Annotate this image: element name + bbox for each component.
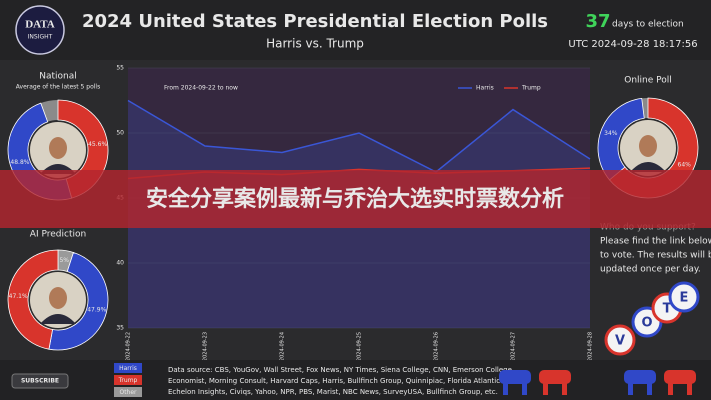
vote-letter: E xyxy=(680,291,689,306)
legend-box xyxy=(114,375,142,385)
legend-label: Other xyxy=(119,389,137,396)
x-tick-label: 2024-09-22 xyxy=(126,332,132,361)
portrait-body xyxy=(630,162,666,172)
x-tick-label: 2024-09-23 xyxy=(203,332,209,361)
mascot-icon xyxy=(539,370,571,384)
pie-label: 64% xyxy=(678,162,692,169)
x-tick-label: 2024-09-26 xyxy=(434,332,440,361)
legend-box xyxy=(114,387,142,397)
title: 2024 United States Presidential Election… xyxy=(82,11,548,32)
side-text: updated once per day. xyxy=(600,265,701,275)
banner xyxy=(0,170,711,228)
mascot-icon xyxy=(499,370,531,384)
portrait-face xyxy=(49,137,67,159)
logo xyxy=(15,5,65,55)
pie-title: National xyxy=(39,72,77,82)
pie-label: 45.6% xyxy=(88,141,107,148)
subscribe-button[interactable] xyxy=(11,373,69,389)
footer: Harris Trump Other Data source: CBS, YouGov… xyxy=(114,363,696,397)
mascot-leg xyxy=(687,383,692,395)
x-tick-label: 2024-09-27 xyxy=(511,332,517,361)
chart-note: From 2024-09-22 to now xyxy=(164,85,238,92)
mascot-icon xyxy=(664,370,696,384)
mascot-leg xyxy=(562,383,567,395)
days-label: days to election xyxy=(612,20,684,30)
legend-label: Trump xyxy=(118,377,138,384)
pie-title: Online Poll xyxy=(624,76,672,86)
legend-label: Trump xyxy=(521,85,541,92)
logo-text: DATA xyxy=(25,19,55,31)
vote-letter: V xyxy=(615,334,625,349)
legend-label: Harris xyxy=(119,365,137,372)
mascot-leg xyxy=(503,383,508,395)
header-bg xyxy=(0,0,711,60)
source-text: Echelon Insights, Civiqs, Yahoo, NPR, PB… xyxy=(168,388,498,396)
mascot-leg xyxy=(647,383,652,395)
pie-label: 47.1% xyxy=(9,293,28,300)
mascot-leg xyxy=(628,383,633,395)
mascot-leg xyxy=(543,383,548,395)
mascot-leg xyxy=(668,383,673,395)
subtitle: Harris vs. Trump xyxy=(266,37,364,51)
pie-subtitle: Average of the latest 5 polls xyxy=(16,84,100,91)
pie-label: 47.9% xyxy=(87,306,106,313)
vote-letter: T xyxy=(663,302,672,317)
x-tick-label: 2024-09-24 xyxy=(280,332,286,361)
timestamp: UTC 2024-09-28 18:17:56 xyxy=(568,39,697,50)
side-text: Please find the link below xyxy=(600,237,711,247)
line xyxy=(127,99,591,173)
mascot-icon xyxy=(624,370,656,384)
x-tick-label: 2024-09-28 xyxy=(588,332,594,361)
banner-text: 安全分享案例最新与乔治大选实时票数分析 xyxy=(146,186,564,212)
portrait-face xyxy=(49,287,67,309)
y-tick-label: 40 xyxy=(116,260,124,267)
y-tick-label: 55 xyxy=(116,65,124,72)
side-text: to vote. The results will be xyxy=(600,251,711,261)
source-text: Data source: CBS, YouGov, Wall Street, F… xyxy=(168,366,514,374)
pie-label: 5% xyxy=(59,257,69,264)
portrait-body xyxy=(40,314,76,324)
pie-label: 34% xyxy=(604,130,618,137)
pie-segment xyxy=(597,97,645,181)
pie-label: 48.8% xyxy=(10,159,29,166)
logo-text: INSIGHT xyxy=(28,34,53,41)
portrait-face xyxy=(639,135,657,157)
pie-segment xyxy=(48,251,109,351)
legend-label: Harris xyxy=(476,85,494,92)
y-tick-label: 50 xyxy=(116,130,124,137)
legend-box xyxy=(114,363,142,373)
source-text: Economist, Morning Consult, Harvard Caps… xyxy=(168,377,512,385)
y-tick-label: 35 xyxy=(116,325,124,332)
vote-balloon xyxy=(668,281,700,313)
x-tick-label: 2024-09-25 xyxy=(357,332,363,361)
vote-balloon xyxy=(604,324,636,356)
vote-letter: O xyxy=(641,316,652,331)
subscribe-label: SUBSCRIBE xyxy=(21,378,59,385)
pie-segment xyxy=(7,249,59,350)
pie-title: AI Prediction xyxy=(30,230,86,240)
mascot-leg xyxy=(522,383,527,395)
days-count: 37 xyxy=(585,11,610,32)
